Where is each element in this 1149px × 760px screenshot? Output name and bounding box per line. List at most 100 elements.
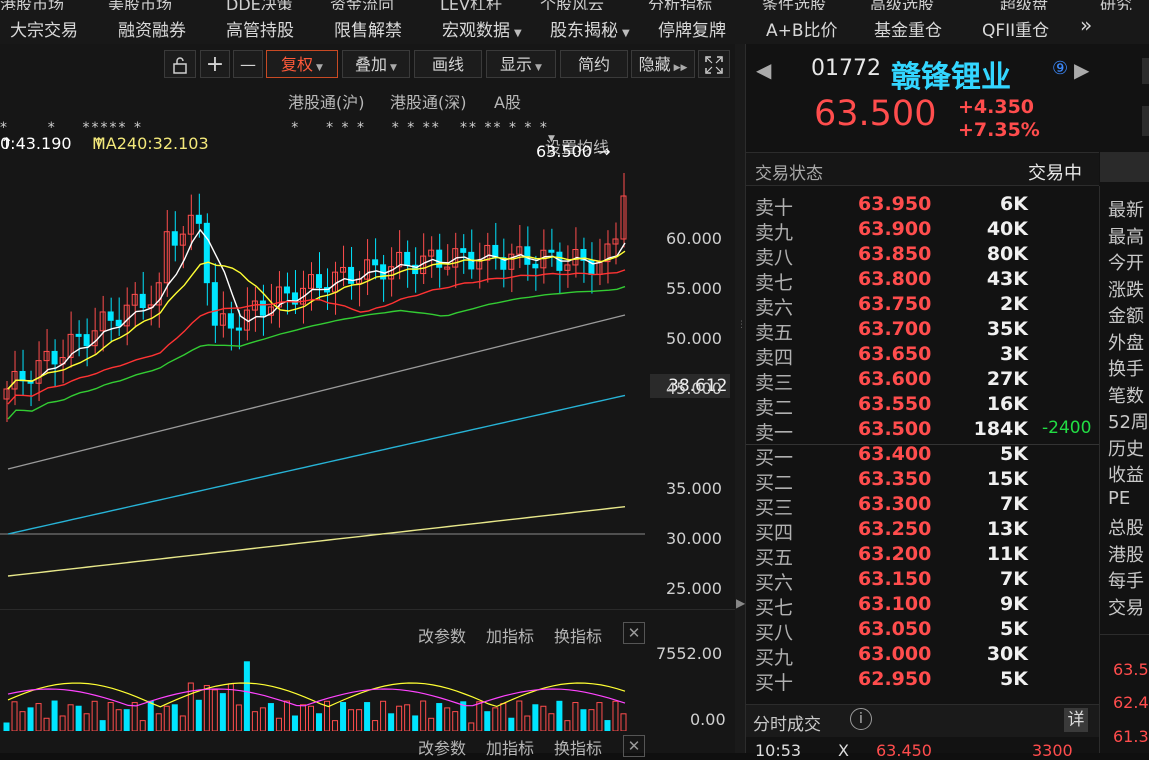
display-dropdown[interactable]: 显示 ▼: [486, 50, 556, 78]
a-share-link[interactable]: A股: [494, 93, 521, 112]
tick-price: 63.450: [876, 741, 932, 760]
fuquan-dropdown[interactable]: 复权 ▼: [266, 50, 338, 78]
top-menu-item[interactable]: 港股市场: [0, 0, 65, 10]
double-chevron-right-icon: ▶▶: [673, 63, 688, 73]
hk-connect-sz-link[interactable]: 港股通(深): [390, 93, 467, 112]
simple-button[interactable]: 简约: [560, 50, 628, 78]
zoom-out-button[interactable]: —: [233, 50, 263, 78]
volume-bar: [307, 705, 315, 731]
candle-body: [283, 286, 290, 294]
volume-bar: [115, 709, 122, 731]
volume-plot[interactable]: [0, 647, 660, 731]
top-menu-item[interactable]: 高级选股: [870, 0, 935, 10]
top-menu-item[interactable]: DDE决策: [226, 0, 293, 10]
book-vol: 27K: [986, 368, 1028, 390]
book-price[interactable]: 63.200: [858, 543, 932, 565]
prev-stock-icon[interactable]: ◀: [756, 58, 772, 82]
book-price[interactable]: 63.350: [858, 468, 932, 490]
nav-item[interactable]: QFII重仓: [982, 16, 1049, 41]
side-tab[interactable]: [1100, 152, 1149, 182]
volume-bar: [195, 699, 202, 731]
expand-icon: [705, 56, 723, 74]
hide-button[interactable]: 隐藏 ▶▶: [631, 50, 695, 78]
lock-button[interactable]: [164, 50, 196, 78]
top-menu-item[interactable]: 分析指标: [648, 0, 713, 10]
nav-item[interactable]: 高管持股: [226, 16, 294, 41]
chart-toolbar: + — 复权 ▼ 叠加 ▼ 画线 显示 ▼ 简约 隐藏 ▶▶: [0, 48, 735, 78]
candlestick-plot[interactable]: [0, 139, 660, 609]
book-price[interactable]: 63.150: [858, 568, 932, 590]
top-menu-item[interactable]: LEV杠杆: [440, 0, 502, 10]
volume-bar: [179, 715, 186, 731]
price-axis-label: 55.000: [666, 279, 722, 298]
book-price[interactable]: 63.650: [858, 343, 932, 365]
change-params-link[interactable]: 改参数: [418, 627, 467, 646]
nav-item[interactable]: 停牌复牌: [658, 16, 726, 41]
zoom-in-button[interactable]: +: [200, 50, 230, 78]
book-price[interactable]: 63.700: [858, 318, 932, 340]
book-price[interactable]: 63.400: [858, 443, 932, 465]
switch-indicator-link-2[interactable]: 换指标: [554, 739, 603, 758]
volume-bar: [340, 702, 347, 731]
nav-item[interactable]: A+B比价: [766, 16, 838, 41]
draw-button[interactable]: 画线: [414, 50, 482, 78]
book-price[interactable]: 63.050: [858, 618, 932, 640]
close-icon[interactable]: ✕: [623, 735, 645, 757]
nav-item[interactable]: 宏观数据 ▼: [442, 16, 522, 41]
chevron-down-icon: ▼: [514, 28, 522, 39]
top-menu-item[interactable]: 研究: [1100, 0, 1133, 10]
volume-bar: [171, 704, 178, 731]
nav-item[interactable]: 限售解禁: [334, 16, 402, 41]
detail-button[interactable]: 详: [1064, 708, 1088, 732]
top-menu-item[interactable]: 个股风云: [540, 0, 605, 10]
nav-item[interactable]: 基金重仓: [874, 16, 942, 41]
add-indicator-link-2[interactable]: 加指标: [486, 739, 535, 758]
change-params-link-2[interactable]: 改参数: [418, 739, 467, 758]
book-price[interactable]: 63.950: [858, 193, 932, 215]
overlay-dropdown[interactable]: 叠加 ▼: [342, 50, 410, 78]
price-axis-label: 50.000: [666, 329, 722, 348]
ticks-title: 分时成交: [753, 715, 821, 735]
book-price[interactable]: 63.100: [858, 593, 932, 615]
top-menu-item[interactable]: 超级盘: [1000, 0, 1049, 10]
volume-bar: [404, 704, 411, 731]
nav-more-icon[interactable]: »: [1080, 13, 1093, 37]
top-menu-item[interactable]: 条件选股: [762, 0, 827, 10]
stat-label: 总股: [1108, 518, 1144, 539]
book-price[interactable]: 63.550: [858, 393, 932, 415]
book-price[interactable]: 63.900: [858, 218, 932, 240]
hk-connect-sh-link[interactable]: 港股通(沪): [288, 93, 365, 112]
book-price[interactable]: 63.850: [858, 243, 932, 265]
quote-panel: ◀ 01772 赣锋锂业 ⑨ ▶ 63.500 +4.350 +7.35% 交易…: [745, 44, 1149, 760]
close-icon[interactable]: ✕: [623, 622, 645, 644]
side-tab[interactable]: [1142, 106, 1149, 136]
book-price[interactable]: 63.300: [858, 493, 932, 515]
book-price[interactable]: 63.000: [858, 643, 932, 665]
switch-indicator-link[interactable]: 换指标: [554, 627, 603, 646]
volume-bar: [364, 702, 371, 731]
nav-item[interactable]: 大宗交易: [10, 16, 78, 41]
nav-item[interactable]: 融资融券: [118, 16, 186, 41]
fullscreen-button[interactable]: [698, 50, 730, 78]
book-price[interactable]: 62.950: [858, 668, 932, 690]
nav-item[interactable]: 股东揭秘 ▼: [550, 16, 630, 41]
top-menu-item[interactable]: 资金流向: [330, 0, 395, 10]
next-stock-icon[interactable]: ▶: [1074, 58, 1090, 82]
candle-body: [275, 286, 282, 308]
side-tab[interactable]: [1142, 58, 1149, 84]
book-price[interactable]: 63.600: [858, 368, 932, 390]
add-indicator-link[interactable]: 加指标: [486, 627, 535, 646]
book-price[interactable]: 63.250: [858, 518, 932, 540]
book-price[interactable]: 63.750: [858, 293, 932, 315]
stock-badge[interactable]: ⑨: [1052, 58, 1069, 79]
info-icon[interactable]: i: [850, 708, 872, 730]
volume-bar: [147, 700, 154, 731]
candle-body: [564, 264, 571, 271]
collapse-arrow-icon[interactable]: ▶: [736, 596, 746, 610]
candle-body: [19, 370, 26, 382]
candle-body: [299, 287, 306, 305]
panel-splitter[interactable]: ⋮ ▶: [735, 44, 746, 753]
book-price[interactable]: 63.500: [858, 418, 932, 440]
book-price[interactable]: 63.800: [858, 268, 932, 290]
top-menu-item[interactable]: 美股市场: [108, 0, 173, 10]
